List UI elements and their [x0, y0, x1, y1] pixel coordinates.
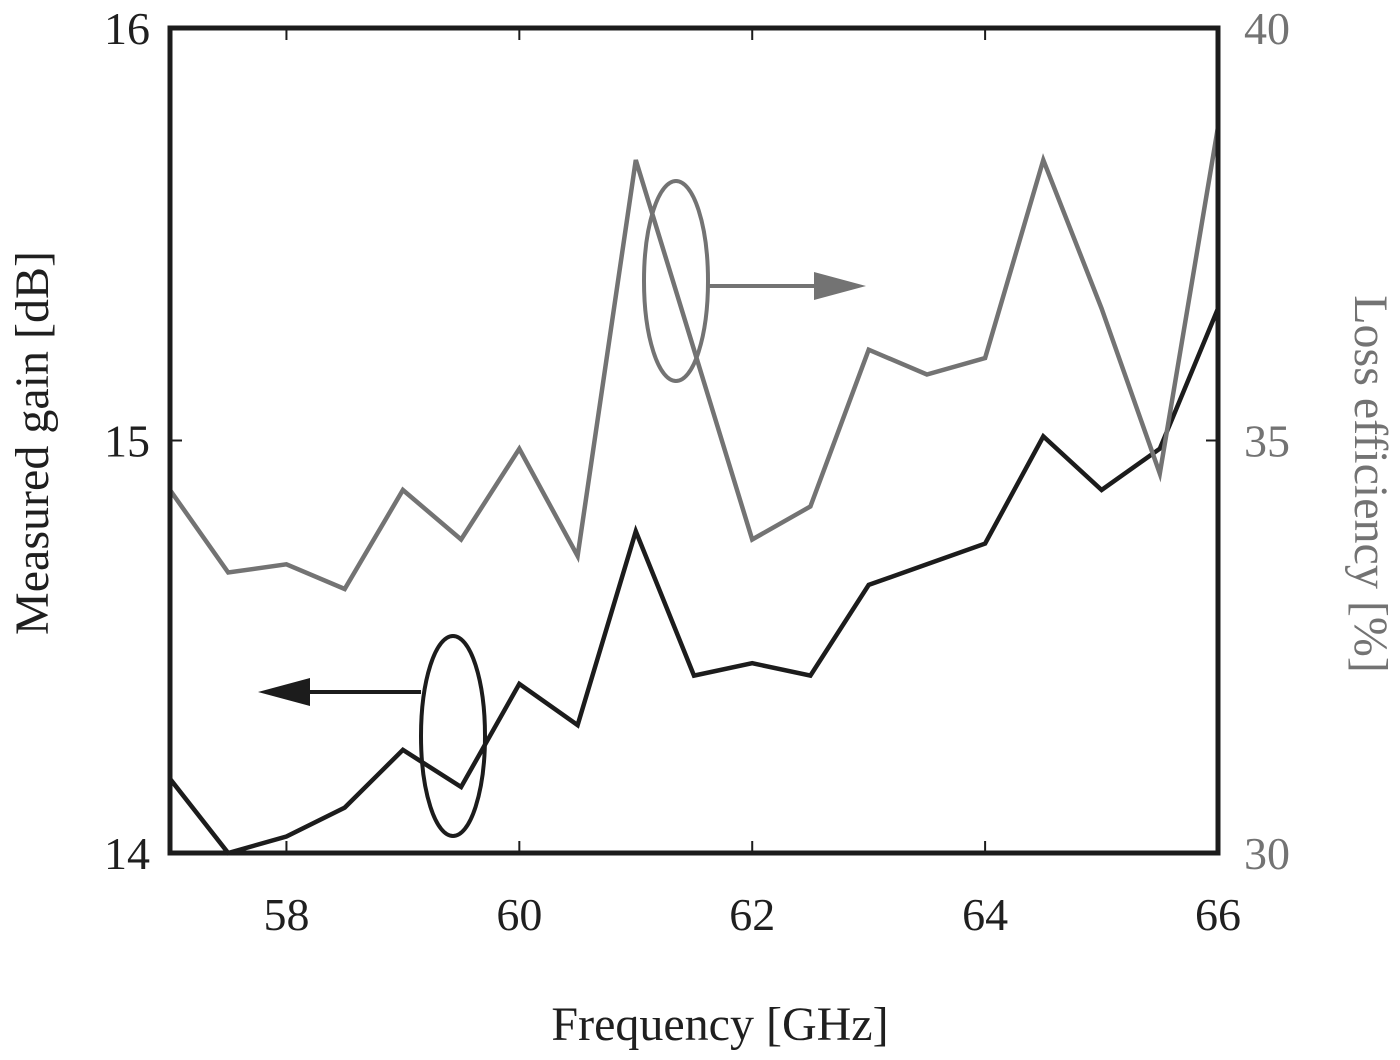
y-axis-label-right: Loss efficiency [%] [1344, 295, 1397, 673]
y-tick-label-right: 35 [1244, 416, 1290, 467]
x-tick-label: 58 [263, 889, 309, 940]
axes: 58 60 62 64 66 14 15 16 30 35 40 [104, 3, 1290, 940]
x-axis-label: Frequency [GHz] [551, 998, 888, 1051]
measured-gain-series-line [168, 307, 1221, 856]
axis-labels: Frequency [GHz] Measured gain [dB] Loss … [6, 251, 1397, 1051]
y-tick-label-right: 30 [1244, 828, 1290, 879]
gain-arrow-head-left [258, 678, 310, 706]
y-axis-label-left: Measured gain [dB] [6, 251, 59, 635]
y-tick-label-left: 14 [104, 828, 150, 879]
y-tick-label-right: 40 [1244, 3, 1290, 54]
x-tick-label: 60 [496, 889, 542, 940]
plot-area [168, 126, 1221, 856]
x-tick-label: 66 [1195, 889, 1241, 940]
gain-series-ellipse [419, 634, 487, 838]
annotations [258, 179, 866, 838]
loss-efficiency-series-line [168, 126, 1221, 592]
loss-series-ellipse [642, 179, 710, 383]
x-tick-label: 64 [962, 889, 1008, 940]
x-tick-label: 62 [729, 889, 775, 940]
y-tick-label-left: 15 [104, 416, 150, 467]
y-tick-label-left: 16 [104, 3, 150, 54]
loss-arrow-head-right [814, 272, 866, 300]
plot-frame [167, 25, 1221, 856]
